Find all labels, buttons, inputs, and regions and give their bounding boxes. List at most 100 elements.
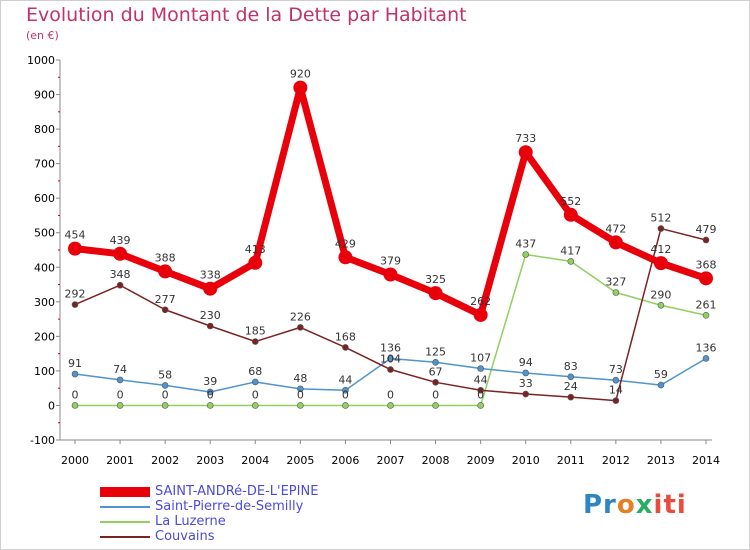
data-point bbox=[116, 402, 124, 409]
x-tick-label: 2011 bbox=[557, 454, 585, 467]
data-label: 44 bbox=[474, 373, 488, 386]
x-tick-label: 2000 bbox=[61, 454, 89, 467]
data-label: 512 bbox=[650, 212, 671, 225]
data-label: 136 bbox=[696, 341, 717, 354]
data-point bbox=[342, 344, 349, 351]
data-label: 0 bbox=[207, 388, 214, 401]
data-label: 348 bbox=[110, 268, 131, 281]
data-label: 24 bbox=[564, 380, 578, 393]
data-point bbox=[522, 369, 530, 377]
legend-swatch bbox=[100, 536, 150, 538]
data-label: 107 bbox=[470, 351, 491, 364]
data-point bbox=[206, 322, 214, 330]
data-label: 290 bbox=[650, 288, 671, 301]
data-label: 413 bbox=[245, 243, 266, 256]
y-tick-label: -100 bbox=[30, 434, 55, 447]
x-tick-label: 2003 bbox=[196, 454, 224, 467]
y-tick-label: 1000 bbox=[27, 54, 55, 67]
data-point bbox=[702, 355, 710, 362]
legend-item-la-luzerne[interactable]: La Luzerne bbox=[100, 514, 400, 529]
data-point bbox=[657, 381, 665, 389]
data-point bbox=[68, 241, 82, 256]
legend-label: Couvains bbox=[155, 529, 215, 544]
data-label: 230 bbox=[200, 309, 221, 322]
data-point bbox=[432, 379, 439, 386]
legend-item-saint-andre[interactable]: SAINT-ANDRé-DE-L'EPINE bbox=[100, 484, 400, 499]
data-label: 14 bbox=[609, 384, 623, 397]
data-label: 44 bbox=[338, 373, 352, 386]
data-point bbox=[251, 378, 259, 386]
data-point bbox=[342, 386, 349, 394]
data-point bbox=[387, 366, 394, 373]
legend-item-saint-pierre[interactable]: Saint-Pierre-de-Semilly bbox=[100, 499, 400, 514]
logo-part: Pr bbox=[583, 490, 617, 520]
y-tick-label: 200 bbox=[34, 330, 55, 343]
data-label: 472 bbox=[605, 222, 626, 235]
data-point bbox=[473, 307, 488, 322]
y-tick-label: 0 bbox=[48, 399, 55, 412]
y-tick-label: 500 bbox=[34, 227, 55, 240]
y-tick-label: 700 bbox=[34, 158, 55, 171]
data-label: 388 bbox=[155, 251, 176, 264]
data-label: 379 bbox=[380, 255, 401, 268]
data-point bbox=[657, 225, 665, 232]
data-label: 67 bbox=[429, 365, 443, 378]
data-point bbox=[699, 271, 713, 286]
data-point bbox=[702, 236, 710, 244]
legend-label: Saint-Pierre-de-Semilly bbox=[155, 499, 304, 514]
data-point bbox=[567, 393, 575, 401]
data-point bbox=[161, 306, 169, 314]
data-label: 73 bbox=[609, 363, 623, 376]
data-labels-layer: 454 439 388 338 413 920 429 379 325 262 733 552 472 4… bbox=[65, 68, 717, 402]
data-point bbox=[432, 402, 439, 409]
legend-label: SAINT-ANDRé-DE-L'EPINE bbox=[155, 484, 319, 499]
x-tick-label: 2009 bbox=[467, 454, 495, 467]
data-point bbox=[432, 358, 439, 366]
data-point bbox=[71, 370, 79, 378]
data-label: 261 bbox=[696, 298, 717, 311]
data-label: 104 bbox=[380, 353, 401, 366]
x-tick-label: 2004 bbox=[241, 454, 269, 467]
data-point bbox=[477, 365, 484, 372]
data-point bbox=[248, 255, 263, 270]
data-point bbox=[477, 386, 484, 394]
data-label: 168 bbox=[335, 330, 356, 343]
data-label: 262 bbox=[470, 295, 491, 308]
x-tick-label: 2006 bbox=[331, 454, 359, 467]
legend-label: La Luzerne bbox=[155, 514, 226, 529]
data-point bbox=[612, 376, 620, 384]
data-point bbox=[612, 397, 620, 404]
data-label: 920 bbox=[290, 68, 311, 81]
data-label: 68 bbox=[248, 365, 262, 378]
chart-unit: (en €) bbox=[26, 29, 59, 42]
axes: -100010020030040050060070080090010002000… bbox=[27, 54, 720, 467]
data-label: 437 bbox=[515, 237, 536, 250]
data-label: 412 bbox=[650, 243, 671, 256]
data-point bbox=[203, 281, 218, 296]
y-tick-label: 400 bbox=[34, 261, 55, 274]
data-label: 0 bbox=[72, 388, 79, 401]
data-point bbox=[518, 145, 533, 160]
data-point bbox=[338, 250, 353, 265]
y-tick-label: 300 bbox=[34, 296, 55, 309]
data-point bbox=[522, 251, 530, 258]
data-point bbox=[608, 235, 623, 250]
data-label: 136 bbox=[380, 341, 401, 354]
data-label: 125 bbox=[425, 345, 446, 358]
data-point bbox=[251, 338, 259, 345]
logo-part: o bbox=[616, 490, 636, 520]
legend-swatch bbox=[100, 487, 150, 497]
data-label: 733 bbox=[515, 132, 536, 145]
data-label: 0 bbox=[297, 388, 304, 401]
data-point bbox=[428, 286, 443, 301]
data-label: 58 bbox=[158, 368, 172, 381]
data-point bbox=[342, 402, 349, 409]
data-label: 327 bbox=[605, 275, 626, 288]
data-point bbox=[293, 80, 308, 95]
data-label: 0 bbox=[162, 388, 169, 401]
chart-title: Evolution du Montant de la Dette par Hab… bbox=[26, 4, 467, 26]
data-point bbox=[71, 402, 79, 409]
y-tick-label: 100 bbox=[34, 365, 55, 378]
legend-item-couvains[interactable]: Couvains bbox=[100, 529, 400, 544]
